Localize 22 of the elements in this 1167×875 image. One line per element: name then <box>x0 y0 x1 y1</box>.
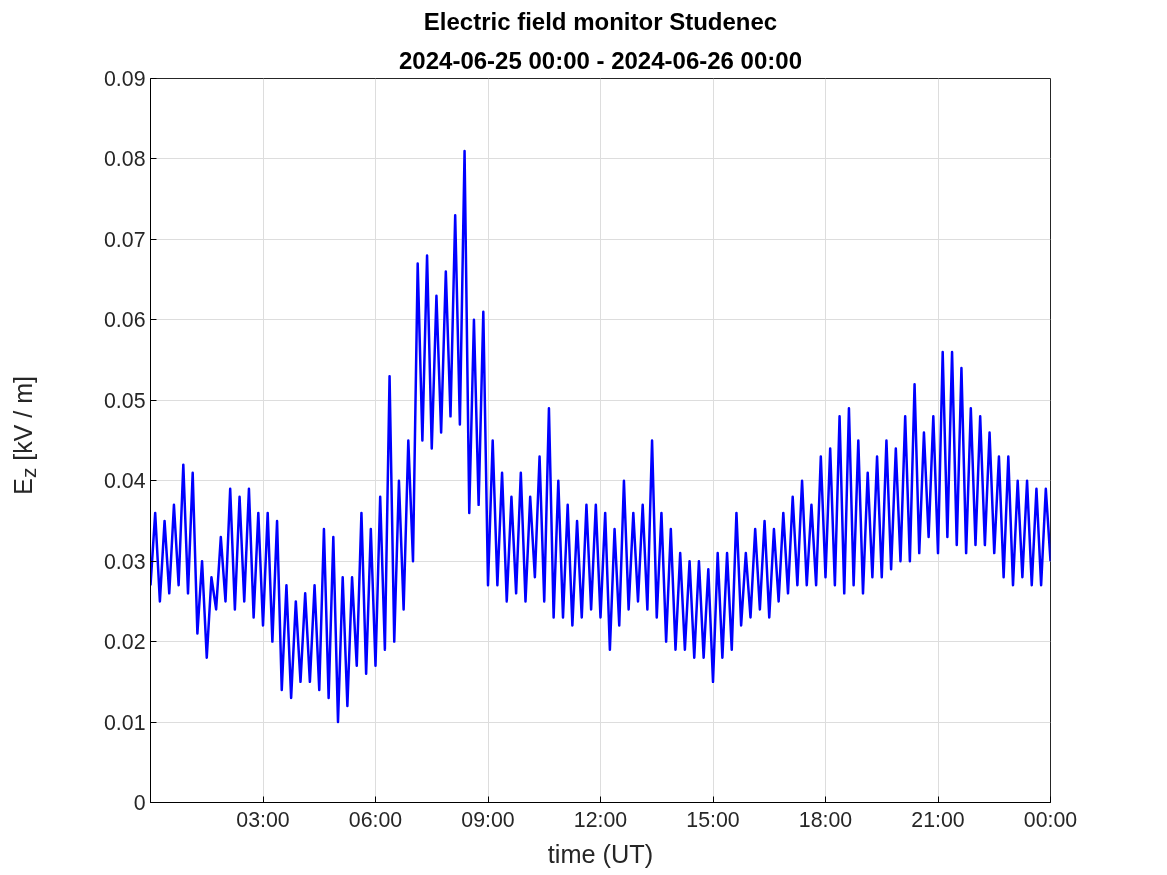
chart-title: Electric field monitor Studenec <box>423 7 778 35</box>
x-tick-label: 12:00 <box>573 807 628 832</box>
y-tick-label: 0.03 <box>103 549 146 574</box>
x-tick-label: 09:00 <box>461 807 515 832</box>
y-tick-label: 0.02 <box>103 630 146 655</box>
y-tick-label: 0.07 <box>103 227 146 252</box>
y-tick-label: 0 <box>133 791 146 815</box>
y-tick-label: 0.09 <box>103 67 146 91</box>
x-tick-label: 21:00 <box>911 807 965 832</box>
chart-subtitle: 2024-06-25 00:00 - 2024-06-26 00:00 <box>399 46 802 74</box>
y-tick-label: 0.04 <box>103 469 146 494</box>
x-tick-label: 03:00 <box>236 807 290 832</box>
line-series <box>150 149 1051 724</box>
x-tick-label: 15:00 <box>686 807 740 832</box>
x-axis-title: time (UT) <box>547 839 654 868</box>
y-tick-label: 0.08 <box>103 147 146 172</box>
y-tick-label: 0.01 <box>103 710 146 735</box>
x-tick-label: 00:00 <box>1023 807 1078 832</box>
x-tick-label: 18:00 <box>798 807 853 832</box>
y-tick-label: 0.05 <box>103 388 146 413</box>
y-tick-label: 0.06 <box>103 308 146 333</box>
x-tick-label: 06:00 <box>348 807 403 832</box>
